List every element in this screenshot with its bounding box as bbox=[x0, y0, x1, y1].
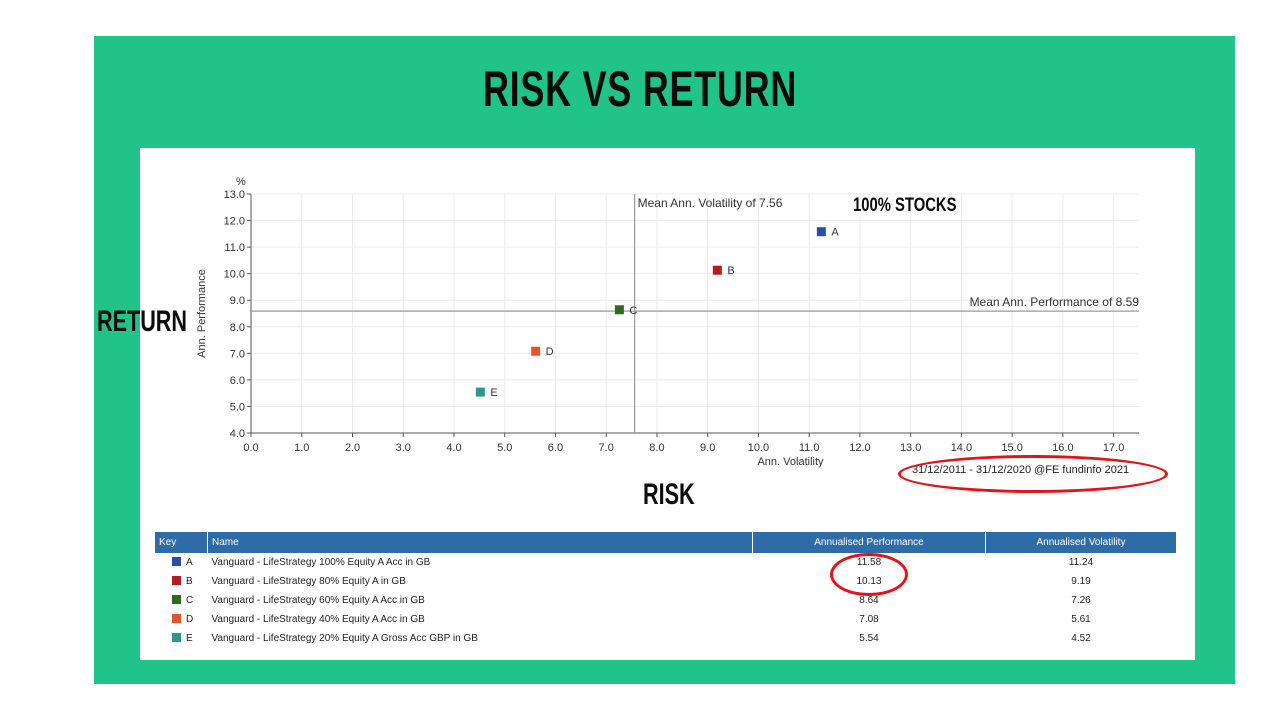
y-tick-label: 13.0 bbox=[224, 189, 245, 201]
mean-volatility-label: Mean Ann. Volatility of 7.56 bbox=[638, 196, 783, 210]
table-row: D Vanguard - LifeStrategy 40% Equity A Ac… bbox=[155, 610, 1177, 629]
x-tick-label: 1.0 bbox=[294, 442, 309, 454]
x-tick-label: 6.0 bbox=[548, 442, 563, 454]
row-performance: 7.08 bbox=[859, 614, 879, 625]
x-tick-label: 5.0 bbox=[497, 442, 512, 454]
row-key: C bbox=[155, 591, 208, 610]
row-key: E bbox=[155, 629, 208, 648]
mean-performance-label: Mean Ann. Performance of 8.59 bbox=[970, 295, 1140, 309]
row-name: Vanguard - LifeStrategy 20% Equity A Gro… bbox=[211, 633, 478, 644]
point-d bbox=[531, 346, 541, 356]
row-name: Vanguard - LifeStrategy 60% Equity A Acc… bbox=[211, 595, 425, 606]
row-name: Vanguard - LifeStrategy 100% Equity A Ac… bbox=[211, 557, 431, 568]
row-performance: 5.54 bbox=[859, 633, 879, 644]
row-key-letter: E bbox=[186, 633, 193, 644]
header-volatility: Annualised Volatility bbox=[985, 532, 1177, 553]
header-name: Name bbox=[207, 532, 753, 553]
y-tick-label: 12.0 bbox=[224, 216, 245, 228]
key-swatch bbox=[172, 595, 181, 604]
key-swatch bbox=[172, 557, 181, 566]
x-tick-label: 13.0 bbox=[900, 442, 921, 454]
row-key-letter: C bbox=[186, 595, 194, 606]
return-label: RETURN bbox=[97, 305, 187, 338]
x-tick-label: 9.0 bbox=[700, 442, 715, 454]
x-tick-label: 3.0 bbox=[396, 442, 411, 454]
x-tick-label: 8.0 bbox=[649, 442, 664, 454]
fund-key-table: Key Name Annualised Performance Annualis… bbox=[155, 532, 1177, 648]
y-tick-label: 7.0 bbox=[230, 348, 245, 360]
risk-label: RISK bbox=[643, 478, 695, 511]
point-e bbox=[475, 387, 485, 397]
y-tick-label: 6.0 bbox=[230, 375, 245, 387]
x-axis-title: Ann. Volatility bbox=[757, 456, 824, 468]
header-performance: Annualised Performance bbox=[752, 532, 986, 553]
row-key: B bbox=[155, 572, 208, 591]
y-tick-label: 8.0 bbox=[230, 322, 245, 334]
date-range-highlight bbox=[898, 455, 1168, 493]
y-tick-label: 10.0 bbox=[224, 269, 245, 281]
table-row: A Vanguard - LifeStrategy 100% Equity A A… bbox=[155, 553, 1177, 572]
x-tick-label: 14.0 bbox=[951, 442, 972, 454]
header-key: Key bbox=[155, 532, 208, 553]
y-tick-label: 9.0 bbox=[230, 295, 245, 307]
chart-axes: 0.0 1.0 2.0 3.0 4.0 5.0 6.0 7.0 8.0 9.0 10.0 11.0 12… bbox=[196, 176, 1139, 468]
key-swatch bbox=[172, 633, 181, 642]
x-tick-label: 2.0 bbox=[345, 442, 360, 454]
y-tick-label: 11.0 bbox=[224, 242, 245, 254]
row-volatility: 4.52 bbox=[1071, 633, 1091, 644]
x-tick-label: 11.0 bbox=[799, 442, 820, 454]
row-key-letter: D bbox=[186, 614, 194, 625]
row-name: Vanguard - LifeStrategy 80% Equity A in … bbox=[211, 576, 406, 587]
chart-panel bbox=[140, 148, 1195, 660]
y-tick-label: 4.0 bbox=[230, 428, 245, 440]
y-axis-title: Ann. Performance bbox=[196, 269, 208, 358]
point-label-c: C bbox=[629, 305, 637, 317]
table-row: C Vanguard - LifeStrategy 60% Equity A Ac… bbox=[155, 591, 1177, 610]
x-tick-label: 17.0 bbox=[1103, 442, 1124, 454]
stocks-annotation: 100% STOCKS bbox=[853, 195, 957, 216]
row-key: D bbox=[155, 610, 208, 629]
table-row: E Vanguard - LifeStrategy 20% Equity A Gr… bbox=[155, 629, 1177, 648]
x-tick-label: 10.0 bbox=[748, 442, 769, 454]
key-swatch bbox=[172, 576, 181, 585]
x-tick-label: 12.0 bbox=[849, 442, 870, 454]
row-performance: 8.64 bbox=[859, 595, 879, 606]
row-key-letter: B bbox=[186, 576, 193, 587]
point-label-b: B bbox=[727, 265, 734, 277]
point-label-d: D bbox=[546, 346, 554, 358]
x-tick-label: 4.0 bbox=[446, 442, 461, 454]
row-key: A bbox=[155, 553, 208, 572]
y-unit-label: % bbox=[236, 176, 246, 188]
row-name: Vanguard - LifeStrategy 40% Equity A Acc… bbox=[211, 614, 425, 625]
table-header-row: Key Name Annualised Performance Annualis… bbox=[155, 532, 1177, 553]
chart-points: A B C D E bbox=[475, 227, 839, 399]
point-b bbox=[712, 265, 722, 275]
key-swatch bbox=[172, 614, 181, 623]
row-volatility: 11.24 bbox=[1068, 557, 1094, 568]
row-volatility: 9.19 bbox=[1071, 576, 1091, 587]
point-label-e: E bbox=[490, 387, 497, 399]
table-row: B Vanguard - LifeStrategy 80% Equity A in… bbox=[155, 572, 1177, 591]
x-tick-label: 0.0 bbox=[243, 442, 258, 454]
x-tick-label: 15.0 bbox=[1001, 442, 1022, 454]
y-tick-label: 5.0 bbox=[230, 401, 245, 413]
point-c bbox=[614, 305, 624, 315]
row-key-letter: A bbox=[186, 557, 193, 568]
point-a bbox=[816, 227, 826, 237]
x-tick-label: 16.0 bbox=[1052, 442, 1073, 454]
row-volatility: 5.61 bbox=[1071, 614, 1091, 625]
row-volatility: 7.26 bbox=[1071, 595, 1091, 606]
chart-grid bbox=[250, 193, 1139, 434]
x-tick-label: 7.0 bbox=[599, 442, 614, 454]
slide-title: RISK VS RETURN bbox=[482, 61, 798, 117]
performance-highlight bbox=[830, 553, 908, 596]
point-label-a: A bbox=[831, 227, 839, 239]
